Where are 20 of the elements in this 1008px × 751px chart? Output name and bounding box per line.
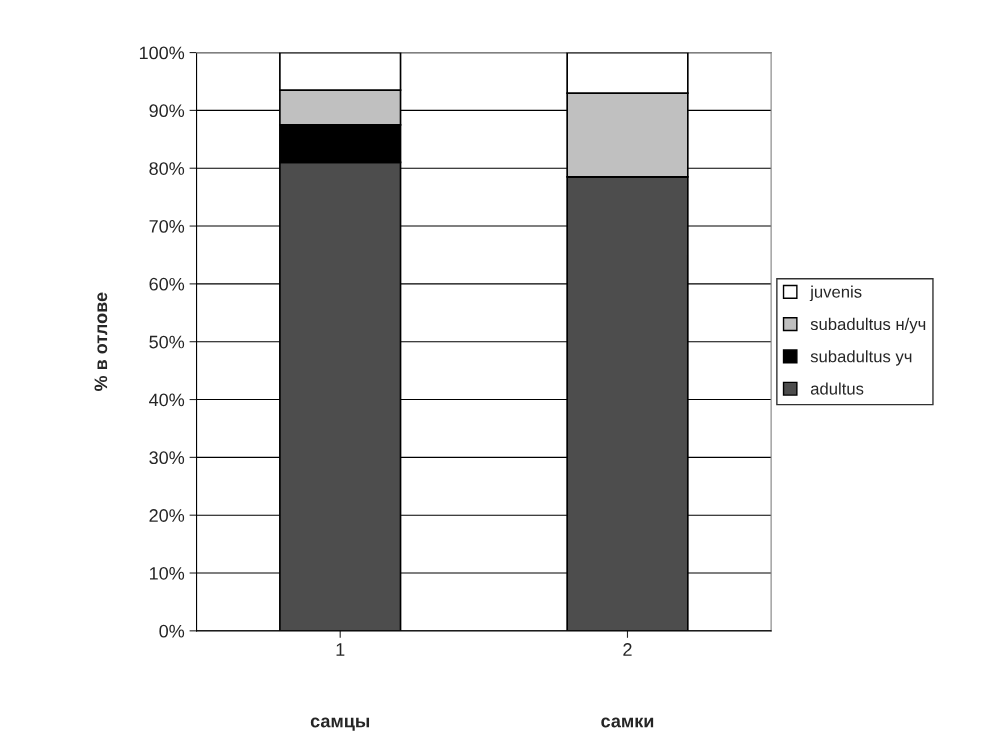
y-tick-label: 80%: [149, 162, 185, 175]
x-tick-label: 2: [623, 643, 632, 656]
text: самки: [601, 717, 654, 728]
text: самцы: [310, 717, 370, 731]
legend-label: subadultus уч: [810, 350, 912, 366]
legend-label: adultus: [810, 382, 864, 395]
y-tick-label: 20%: [149, 509, 185, 522]
y-tick-label: 90%: [149, 104, 185, 118]
y-tick-label: 30%: [149, 451, 185, 465]
legend-label: subadultus н/уч: [810, 317, 926, 334]
legend-label: juvenis: [809, 285, 862, 302]
y-tick-label: 100%: [139, 46, 185, 60]
y-axis-title: % в отлове: [94, 292, 108, 392]
y-tick-label: 0%: [159, 624, 185, 638]
y-tick-label: 60%: [149, 277, 185, 291]
x-tick-label: 1: [336, 643, 345, 656]
y-tick-label: 40%: [149, 393, 185, 407]
y-tick-label: 70%: [149, 219, 185, 233]
y-tick-label: 10%: [149, 566, 185, 580]
y-tick-label: 50%: [149, 335, 185, 349]
